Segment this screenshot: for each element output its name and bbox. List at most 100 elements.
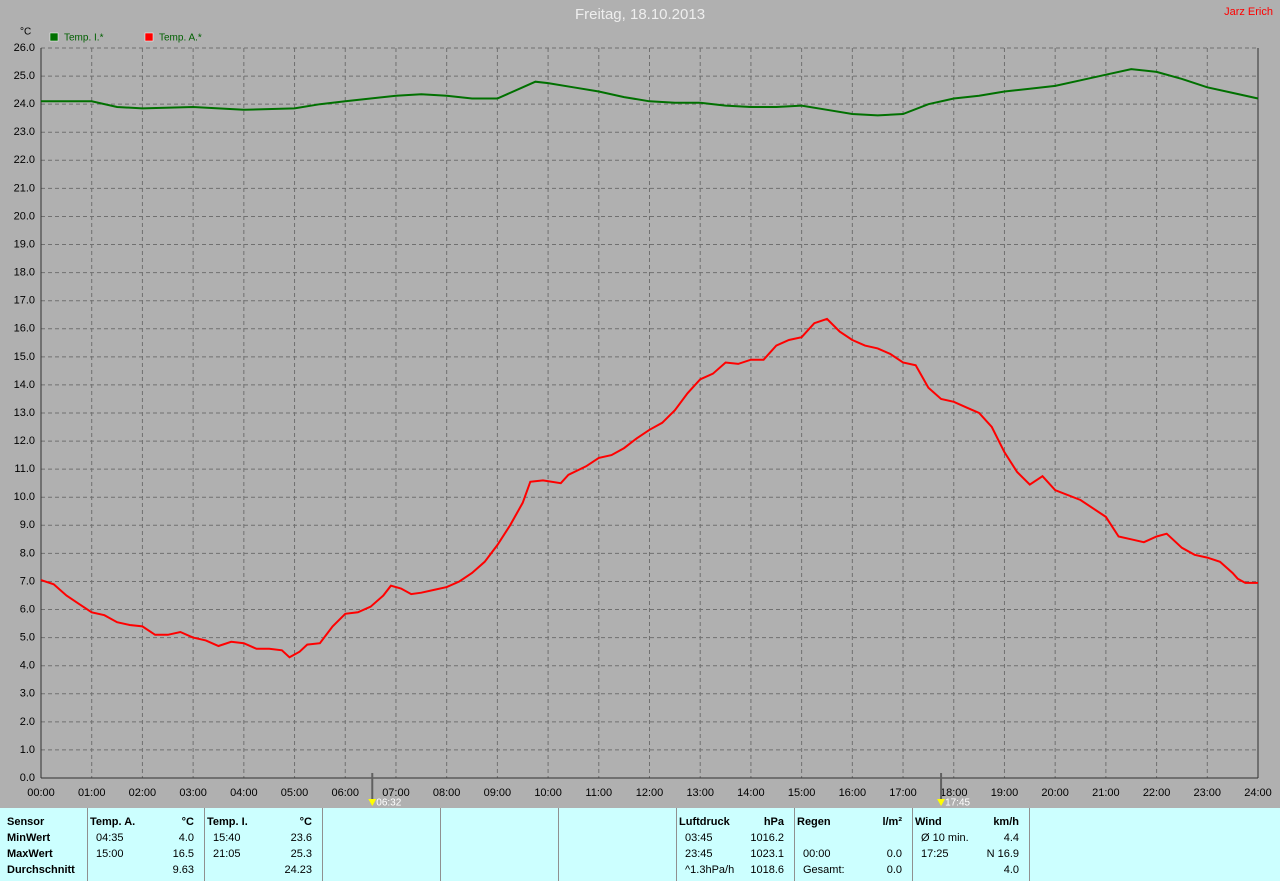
y-tick-label: 1.0 (20, 744, 35, 756)
table-cell: 1018.6 (750, 864, 784, 876)
table-cell: 4.0 (178, 832, 194, 844)
x-tick-label: 16:00 (839, 787, 867, 799)
y-tick-label: 24.0 (14, 98, 35, 110)
legend-swatch (144, 32, 154, 42)
table-cell: 4.4 (1003, 832, 1019, 844)
panel: Temp. A. °C 04:35 4.0 15:00 16.5 9.63 (88, 808, 205, 881)
y-tick-label: 12.0 (14, 435, 35, 447)
y-tick-label: 15.0 (14, 351, 35, 363)
x-tick-label: 12:00 (636, 787, 664, 799)
sun-icon (937, 799, 946, 806)
x-tick-label: 11:00 (585, 787, 612, 799)
y-tick-label: 16.0 (14, 323, 35, 335)
empty-panel (441, 808, 559, 881)
table-cell: 25.3 (290, 848, 312, 860)
table-cell: 00:00 (803, 848, 831, 860)
sun-label: 06:32 (376, 798, 401, 808)
legend-label: Temp. I.* (64, 33, 104, 44)
x-tick-label: 13:00 (686, 787, 714, 799)
y-tick-label: 22.0 (14, 154, 35, 166)
x-tick-label: 23:00 (1194, 787, 1222, 799)
empty-panel (559, 808, 677, 881)
table-cell: 9.63 (172, 864, 194, 876)
x-tick-label: 14:00 (737, 787, 765, 799)
x-tick-label: 03:00 (179, 787, 207, 799)
x-tick-label: 10:00 (534, 787, 562, 799)
table-cell: °C (299, 816, 312, 828)
summary-table: Sensor MinWert MaxWert Durchschnitt Temp. A.… (0, 808, 1280, 881)
table-cell: 23:45 (685, 848, 713, 860)
panel: Sensor MinWert MaxWert Durchschnitt (5, 808, 88, 881)
table-cell: Ø 10 min. (921, 832, 969, 844)
chart-title: Freitag, 18.10.2013 (575, 6, 705, 23)
table-cell: Sensor (7, 816, 45, 828)
table-cell: 1023.1 (750, 848, 784, 860)
table-cell: 15:00 (96, 848, 124, 860)
table-cell: MaxWert (7, 848, 53, 860)
y-axis-label: °C (20, 27, 31, 38)
legend-swatch (49, 32, 59, 42)
table-cell: MinWert (7, 832, 51, 844)
table-cell: Temp. I. (207, 816, 248, 828)
y-tick-label: 3.0 (20, 688, 35, 700)
x-tick-label: 09:00 (484, 787, 512, 799)
table-cell: Temp. A. (90, 816, 136, 828)
y-tick-label: 21.0 (14, 182, 35, 194)
y-tick-label: 6.0 (20, 603, 35, 615)
y-tick-label: 26.0 (14, 42, 35, 54)
panel: Temp. I. °C 15:40 23.6 21:05 25.3 24.23 (205, 808, 323, 881)
panel: Luftdruck hPa 03:45 1016.2 23:45 1023.1 ^1.3hP… (677, 808, 795, 881)
table-cell: 0.0 (886, 864, 902, 876)
table-cell: Wind (915, 816, 942, 828)
table-cell: Luftdruck (679, 816, 730, 828)
legend-label: Temp. A.* (159, 33, 202, 44)
x-tick-label: 15:00 (788, 787, 816, 799)
y-tick-label: 4.0 (20, 660, 35, 672)
x-tick-label: 01:00 (78, 787, 106, 799)
y-tick-label: 5.0 (20, 632, 35, 644)
x-tick-label: 17:00 (889, 787, 917, 799)
table-cell: Regen (797, 816, 831, 828)
table-cell: hPa (763, 816, 784, 828)
table-cell: 23.6 (290, 832, 312, 844)
author: Jarz Erich (1224, 6, 1273, 18)
y-tick-label: 9.0 (20, 519, 35, 531)
line-series (40, 317, 1258, 659)
table-cell: l/m² (882, 816, 902, 828)
chart: Freitag, 18.10.2013 Jarz Erich °C 0.0 1.0… (14, 6, 1273, 808)
x-tick-label: 18:00 (940, 787, 968, 799)
y-tick-label: 23.0 (14, 126, 35, 138)
x-tick-label: 24:00 (1244, 787, 1272, 799)
x-tick-label: 04:00 (230, 787, 258, 799)
y-tick-label: 8.0 (20, 547, 35, 559)
table-cell: N 16.9 (986, 848, 1019, 860)
sun-icon (368, 799, 377, 806)
line-series (41, 68, 1259, 117)
x-tick-label: 08:00 (433, 787, 461, 799)
x-tick-label: 06:00 (331, 787, 359, 799)
panel: Wind km/h Ø 10 min. 4.4 17:25 N 16.9 4.0 (913, 808, 1030, 881)
y-tick-label: 10.0 (14, 491, 35, 503)
table-cell: 16.5 (172, 848, 194, 860)
y-tick-label: 18.0 (14, 267, 35, 279)
y-tick-label: 25.0 (14, 70, 35, 82)
y-tick-label: 2.0 (20, 716, 35, 728)
table-cell: 1016.2 (750, 832, 784, 844)
x-tick-label: 20:00 (1041, 787, 1069, 799)
table-cell: 21:05 (213, 848, 241, 860)
y-tick-label: 7.0 (20, 575, 35, 587)
table-cell: ^1.3hPa/h (685, 864, 735, 876)
y-tick-label: 0.0 (20, 772, 35, 784)
table-cell: °C (181, 816, 194, 828)
table-cell: 4.0 (1003, 864, 1019, 876)
x-tick-label: 21:00 (1092, 787, 1120, 799)
x-tick-label: 07:00 (382, 787, 410, 799)
y-tick-label: 11.0 (14, 463, 35, 475)
y-tick-label: 14.0 (14, 379, 35, 391)
table-cell: 15:40 (213, 832, 241, 844)
y-tick-label: 20.0 (14, 210, 35, 222)
x-tick-label: 05:00 (281, 787, 309, 799)
y-tick-label: 19.0 (14, 238, 35, 250)
y-tick-label: 17.0 (14, 295, 35, 307)
x-tick-label: 02:00 (129, 787, 157, 799)
